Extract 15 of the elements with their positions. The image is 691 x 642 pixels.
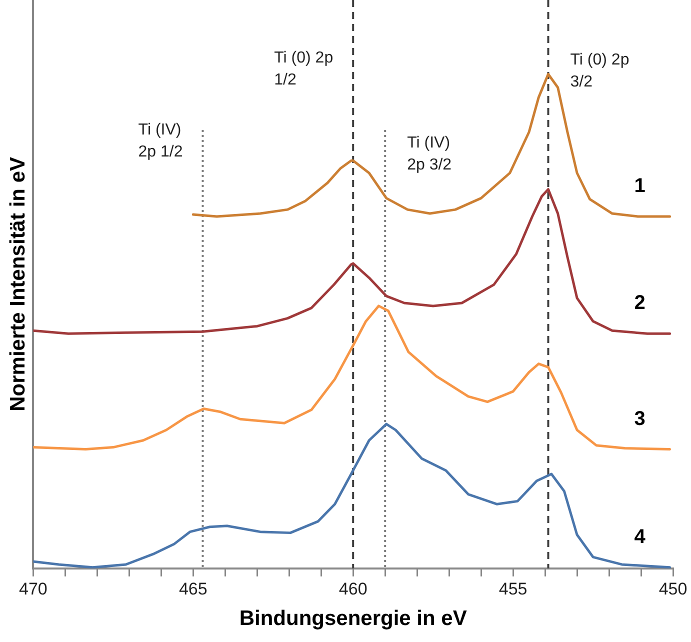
ref-line-label: Ti (IV) 2p 3/2 <box>407 134 452 174</box>
ref-line-label: Ti (IV) 2p 1/2 <box>138 121 183 160</box>
series-label: 2 <box>634 292 646 314</box>
x-tick-label: 465 <box>178 579 208 598</box>
x-tick-label: 450 <box>658 579 688 598</box>
y-axis-title: Normierte Intensität in eV <box>6 157 30 412</box>
series-label: 1 <box>634 175 646 197</box>
series-label: 4 <box>634 526 646 548</box>
x-tick-label: 460 <box>338 579 368 598</box>
series-label: 3 <box>634 408 646 430</box>
x-axis-title: Bindungsenergie in eV <box>239 607 467 630</box>
ref-line-label: Ti (0) 2p 3/2 <box>570 51 630 90</box>
x-tick-label: 470 <box>19 579 48 598</box>
ref-line-label: Ti (0) 2p 1/2 <box>274 49 334 88</box>
x-tick-label: 455 <box>498 579 528 598</box>
